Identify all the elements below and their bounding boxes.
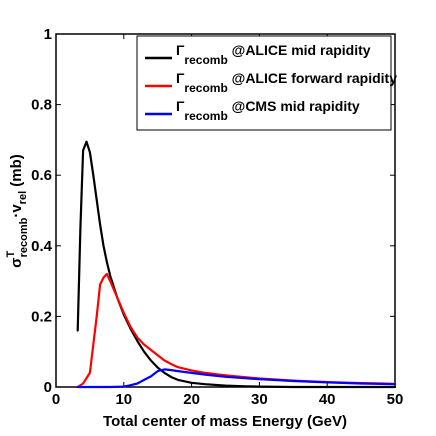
legend-box	[136, 35, 392, 131]
legend-gamma: Γ	[176, 70, 185, 86]
legend-gamma: Γ	[176, 42, 185, 58]
y-axis-label: σTrecomb·vrel (mb)	[5, 154, 30, 268]
x-tick-label: 10	[115, 391, 132, 408]
x-axis-label: Total center of mass Energy (GeV)	[103, 413, 347, 430]
series-layer	[76, 140, 397, 389]
x-tick-label: 20	[183, 391, 200, 408]
y-tick-label: 0.8	[31, 97, 52, 114]
legend-label: @ALICE mid rapidity	[228, 42, 371, 58]
y-label-dot-v: ·v	[8, 204, 25, 218]
y-label-sub: recomb	[18, 217, 30, 257]
legend-subscript: recomb	[184, 109, 227, 123]
series-line-1	[76, 140, 397, 389]
x-tick-label: 50	[387, 391, 404, 408]
y-label-sub2: rel	[17, 191, 29, 204]
y-tick-label: 0.2	[31, 308, 52, 325]
y-tick-label: 1	[44, 26, 52, 43]
y-tick-label: 0.6	[31, 167, 52, 184]
legend-label: @ALICE forward rapidity	[228, 70, 397, 86]
x-tick-label: 30	[251, 391, 268, 408]
y-label-sigma: σ	[8, 258, 25, 268]
legend-label: @CMS mid rapidity	[228, 98, 360, 114]
legend-entry-3: Γrecomb @CMS mid rapidity	[176, 98, 360, 123]
series-line-3	[76, 368, 397, 389]
legend-subscript: recomb	[184, 81, 227, 95]
y-tick-label: 0	[44, 379, 52, 396]
legend-subscript: recomb	[184, 53, 227, 67]
y-label-sup: T	[5, 251, 17, 258]
legend-entry-2: Γrecomb @ALICE forward rapidity	[176, 70, 397, 95]
legend-entry-1: Γrecomb @ALICE mid rapidity	[176, 42, 371, 67]
x-tick-label: 0	[52, 391, 60, 408]
y-label-unit: (mb)	[8, 154, 25, 191]
y-tick-label: 0.4	[31, 238, 53, 255]
ticks-layer: 0 10 20 30 40 50 0 0.2 0.4 0.6 0.8 1	[31, 26, 403, 408]
legend-gamma: Γ	[176, 98, 185, 114]
x-tick-label: 40	[319, 391, 336, 408]
